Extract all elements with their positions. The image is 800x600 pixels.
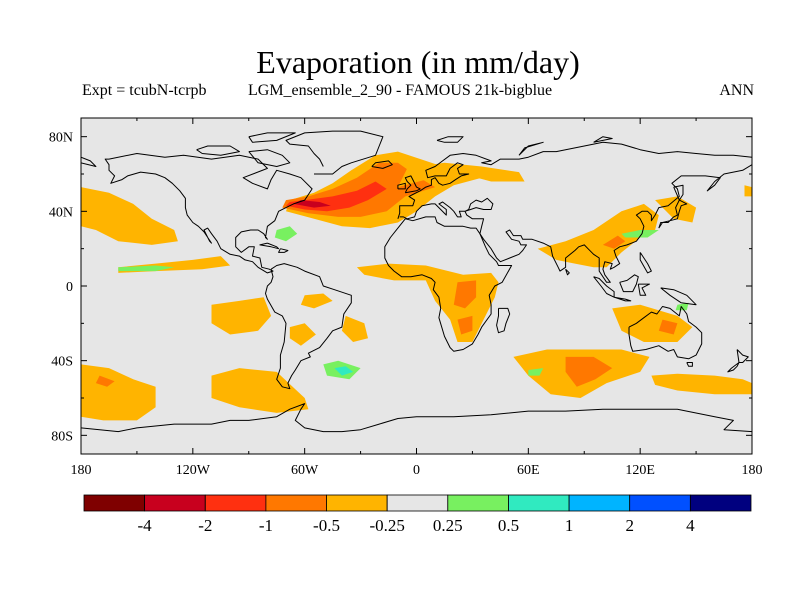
- coastline-20: [727, 362, 740, 373]
- region-23: [565, 356, 613, 387]
- y-tick-label: 40S: [51, 355, 73, 370]
- coastline-6: [399, 164, 752, 283]
- coastlines: [81, 130, 752, 433]
- region-17: [537, 203, 659, 268]
- region-12: [289, 323, 316, 346]
- colorbar-box-4: [326, 494, 388, 512]
- region-8: [95, 375, 115, 387]
- coastline-18: [686, 362, 693, 367]
- coastline-7: [404, 175, 421, 194]
- coastline-14: [637, 283, 650, 296]
- x-tick-label: 120E: [625, 463, 655, 478]
- region-31: [118, 265, 175, 272]
- colorbar-box-2: [204, 494, 267, 512]
- region-27: [274, 226, 298, 242]
- colorbar-box-7: [508, 494, 570, 512]
- x-tick-label: 60W: [291, 463, 319, 478]
- colorbar-label: 1: [565, 516, 574, 535]
- colorbar-box-0: [83, 494, 145, 512]
- coastline-17: [628, 306, 703, 360]
- x-tick-label: 60E: [517, 463, 540, 478]
- region-13: [300, 293, 333, 309]
- coastline-23: [81, 403, 752, 433]
- coastline-16: [639, 252, 652, 274]
- region-26: [388, 364, 473, 391]
- region-24: [651, 373, 752, 395]
- colorbar-label: -2: [198, 516, 212, 535]
- season-label: ANN: [719, 82, 754, 99]
- coastline-1: [285, 130, 384, 175]
- colorbar-label: 4: [686, 516, 695, 535]
- colorbar-box-8: [568, 494, 631, 512]
- region-5: [744, 185, 752, 197]
- region-9: [211, 297, 272, 335]
- experiment-label: Expt = tcubN-tcrpb: [82, 82, 207, 99]
- x-tick-label: 120W: [176, 463, 211, 478]
- colorbar-box-5: [386, 494, 449, 512]
- coastline-9: [371, 160, 393, 169]
- region-11: [341, 315, 368, 342]
- coastline-32: [673, 184, 684, 201]
- coastline-5: [81, 156, 97, 167]
- x-tick-label: 180: [71, 463, 92, 478]
- colorbar-box-6: [447, 494, 509, 512]
- coastline-21: [496, 307, 511, 334]
- colorbar-label: -1: [259, 516, 273, 535]
- chart-title: Evaporation (in mm/day): [256, 44, 580, 80]
- colorbar-box-10: [690, 494, 752, 512]
- coastline-3: [384, 216, 513, 352]
- coastline-31: [593, 136, 613, 143]
- region-15: [453, 280, 477, 309]
- colorbar-label: -0.5: [313, 516, 340, 535]
- region-16: [457, 315, 473, 335]
- region-4: [81, 187, 178, 245]
- coastline-28: [248, 132, 296, 143]
- x-tick-label: 180: [742, 463, 763, 478]
- y-tick-label: 0: [66, 280, 73, 295]
- coastline-2: [265, 263, 352, 390]
- coastline-19: [736, 349, 749, 363]
- coastline-4: [397, 141, 752, 219]
- colorbar-box-1: [144, 494, 206, 512]
- region-32: [528, 368, 544, 376]
- ensemble-label: LGM_ensemble_2_90 - FAMOUS 21k-bigblue: [248, 82, 553, 99]
- colorbar-label: 0.25: [433, 516, 463, 535]
- colorbar-label: -0.25: [369, 516, 404, 535]
- coastline-8: [397, 182, 406, 190]
- region-3: [293, 200, 331, 208]
- coastline-29: [436, 136, 464, 143]
- coastline-24: [259, 242, 280, 250]
- coastline-22: [565, 268, 570, 276]
- colorbar-box-3: [265, 494, 327, 512]
- coastline-0: [104, 153, 313, 274]
- y-tick-label: 40N: [49, 205, 73, 220]
- region-18: [602, 235, 626, 249]
- colorbar-label: -4: [138, 516, 153, 535]
- coastline-26: [196, 145, 240, 156]
- coastline-15: [660, 287, 697, 306]
- region-10: [211, 368, 309, 413]
- coastline-12: [613, 296, 632, 302]
- coastline-30: [518, 141, 544, 156]
- axes: 180 120W 60W 0 60E 120E 180 80N 40N 0 40S 80S: [49, 118, 763, 478]
- anomaly-regions: [81, 151, 752, 421]
- coastline-27: [248, 149, 291, 167]
- region-33: [675, 302, 689, 311]
- colorbar-label: 2: [625, 516, 634, 535]
- coastline-13: [619, 274, 639, 293]
- colorbar-label: 0.5: [498, 516, 519, 535]
- y-tick-label: 80N: [49, 131, 73, 146]
- region-21: [658, 319, 678, 335]
- region-30: [621, 230, 659, 238]
- coastline-25: [278, 248, 289, 253]
- region-29: [334, 366, 354, 376]
- coastline-10: [658, 199, 688, 229]
- y-tick-label: 80S: [51, 429, 73, 444]
- colorbar-box-9: [629, 494, 691, 512]
- coastline-11: [593, 276, 615, 298]
- x-tick-label: 0: [413, 463, 420, 478]
